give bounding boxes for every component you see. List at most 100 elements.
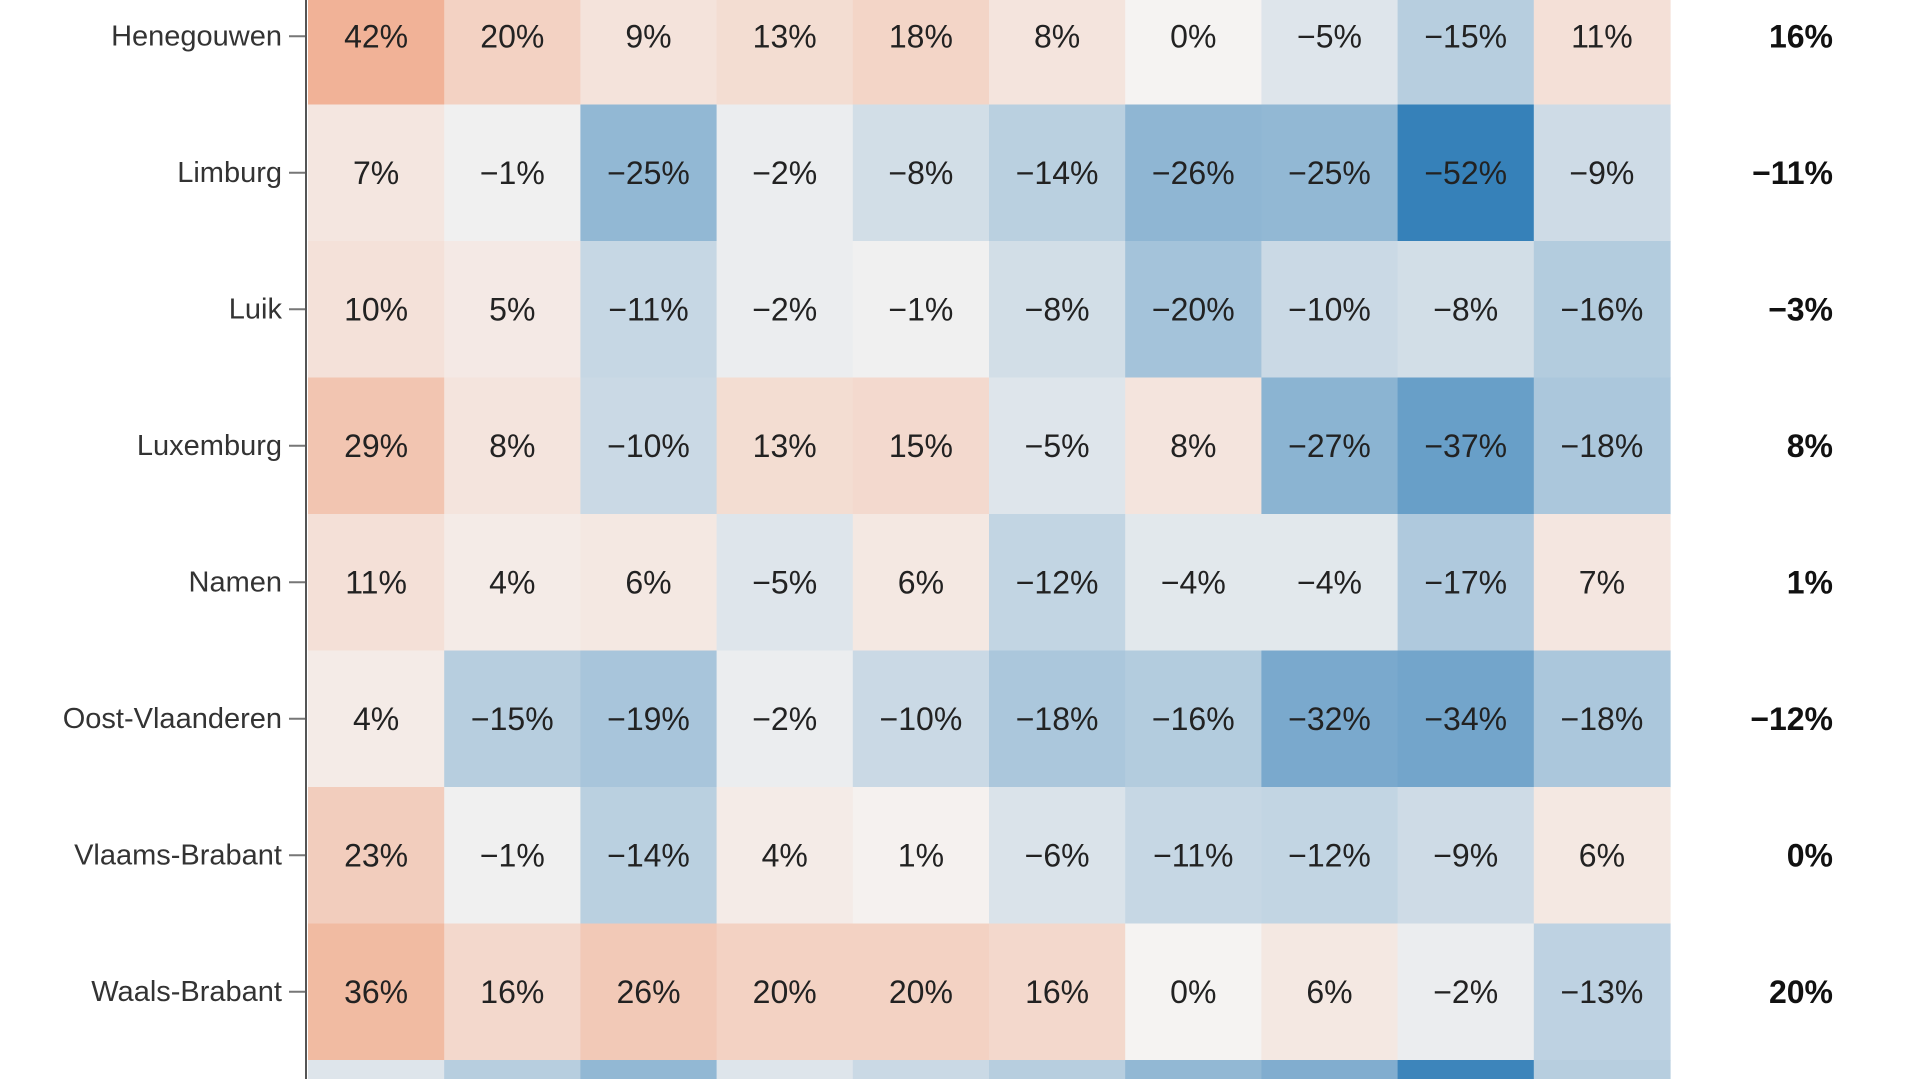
cell-value-label: −34%: [1424, 701, 1507, 737]
cell-value-label: −25%: [1288, 155, 1371, 191]
row-label: Vlaams-Brabant: [74, 839, 282, 871]
heatmap-cell: [1125, 787, 1262, 925]
cell-value-label: −1%: [480, 837, 545, 873]
heatmap-cell: [989, 923, 1126, 1061]
row-label: Luik: [229, 293, 283, 325]
row-totals: 16% −11% −3% 8% 1% −12% 0% 20%: [1750, 18, 1833, 1010]
heatmap-cell: [1261, 104, 1399, 242]
row-total-label: −3%: [1768, 291, 1833, 327]
cell-value-label: 6%: [1306, 974, 1352, 1010]
heatmap-cell: [989, 104, 1126, 242]
cell-value-label: −5%: [752, 564, 817, 600]
cell-value-label: 11%: [345, 564, 407, 600]
heatmap-cell: [1261, 1060, 1399, 1079]
heatmap-cell: [444, 787, 581, 925]
cell-value-label: −37%: [1424, 428, 1507, 464]
cell-value-label: −12%: [1288, 837, 1371, 873]
cell-value-label: 16%: [480, 974, 544, 1010]
row-total-label: 16%: [1769, 18, 1833, 54]
heatmap-cell: [580, 0, 718, 106]
cell-value-label: −10%: [880, 701, 963, 737]
cell-value-label: −32%: [1288, 701, 1371, 737]
cell-value-label: 4%: [762, 837, 808, 873]
heatmap-cell: [852, 514, 990, 652]
heatmap-cell: [989, 1060, 1126, 1079]
heatmap-cell: [989, 650, 1126, 788]
cell-value-label: −5%: [1297, 18, 1362, 54]
cell-value-label: −13%: [1561, 974, 1644, 1010]
cell-value-label: 20%: [753, 974, 817, 1010]
heatmap-cell: [716, 650, 854, 788]
heatmap-cell: [580, 787, 718, 925]
row-label: Luxemburg: [137, 430, 282, 462]
heatmap-cell: [989, 241, 1126, 379]
heatmap-cell: [1397, 650, 1535, 788]
heatmap-cell: [1397, 0, 1535, 106]
cell-value-label: 23%: [344, 837, 408, 873]
cell-value-label: −2%: [752, 291, 817, 327]
heatmap-cell: [716, 1060, 854, 1079]
heatmap-cell: [852, 0, 990, 106]
heatmap-cell: [852, 923, 990, 1061]
cell-value-label: 36%: [344, 974, 408, 1010]
heatmap-cell: [1261, 650, 1399, 788]
heatmap-cell: [444, 241, 581, 379]
heatmap-cell: [308, 650, 445, 788]
heatmap-cell: [1397, 923, 1535, 1061]
cell-value-label: 0%: [1170, 974, 1216, 1010]
cell-value-label: 8%: [1170, 428, 1216, 464]
heatmap-cell: [852, 650, 990, 788]
heatmap-cell: [308, 104, 445, 242]
cell-value-label: −8%: [888, 155, 953, 191]
heatmap-cell: [1533, 787, 1671, 925]
heatmap-cell: [1533, 241, 1671, 379]
cell-value-label: −14%: [1016, 155, 1099, 191]
heatmap-cell: [1533, 104, 1671, 242]
cell-value-label: 6%: [898, 564, 944, 600]
cell-value-label: 26%: [616, 974, 680, 1010]
row-total-label: −12%: [1750, 701, 1833, 737]
cell-value-label: 4%: [489, 564, 535, 600]
heatmap-cell: [852, 104, 990, 242]
cell-value-label: 13%: [753, 428, 817, 464]
heatmap-cell: [1533, 1060, 1671, 1079]
heatmap-cell: [580, 104, 718, 242]
cell-value-label: −11%: [608, 291, 688, 327]
cell-value-label: −12%: [1016, 564, 1099, 600]
cell-value-label: −27%: [1288, 428, 1371, 464]
cell-value-label: 16%: [1025, 974, 1089, 1010]
cell-value-label: −2%: [1433, 974, 1498, 1010]
heatmap-cell: [308, 377, 445, 515]
cell-value-label: −20%: [1152, 291, 1235, 327]
cell-value-label: −9%: [1433, 837, 1498, 873]
heatmap-cell: [852, 1060, 990, 1079]
cell-value-label: −6%: [1025, 837, 1090, 873]
heatmap-cell: [444, 377, 581, 515]
cell-value-label: −14%: [607, 837, 690, 873]
row-total-label: 0%: [1787, 837, 1833, 873]
heatmap-cell: [580, 650, 718, 788]
row-label: Namen: [189, 566, 283, 598]
cell-value-label: 11%: [1571, 18, 1633, 54]
cell-value-label: −11%: [1153, 837, 1233, 873]
heatmap-cell: [1125, 104, 1262, 242]
y-axis: [289, 0, 307, 1079]
heatmap-cell: [716, 787, 854, 925]
heatmap-cell: [308, 1060, 445, 1079]
cell-value-label: −15%: [471, 701, 554, 737]
heatmap-cell: [1533, 650, 1671, 788]
row-total-label: 8%: [1787, 428, 1833, 464]
cell-value-label: 20%: [889, 974, 953, 1010]
heatmap-cell: [852, 377, 990, 515]
cell-value-label: −9%: [1569, 155, 1634, 191]
cell-value-label: 10%: [344, 291, 408, 327]
cell-value-label: −16%: [1152, 701, 1235, 737]
cell-value-label: 8%: [1034, 18, 1080, 54]
heatmap-cell: [1261, 241, 1399, 379]
heatmap-cell: [308, 923, 445, 1061]
heatmap-cell: [1397, 241, 1535, 379]
cell-value-label: 4%: [353, 701, 399, 737]
heatmap-cell: [1397, 514, 1535, 652]
row-label: Waals-Brabant: [91, 976, 282, 1008]
heatmap-cell: [716, 241, 854, 379]
